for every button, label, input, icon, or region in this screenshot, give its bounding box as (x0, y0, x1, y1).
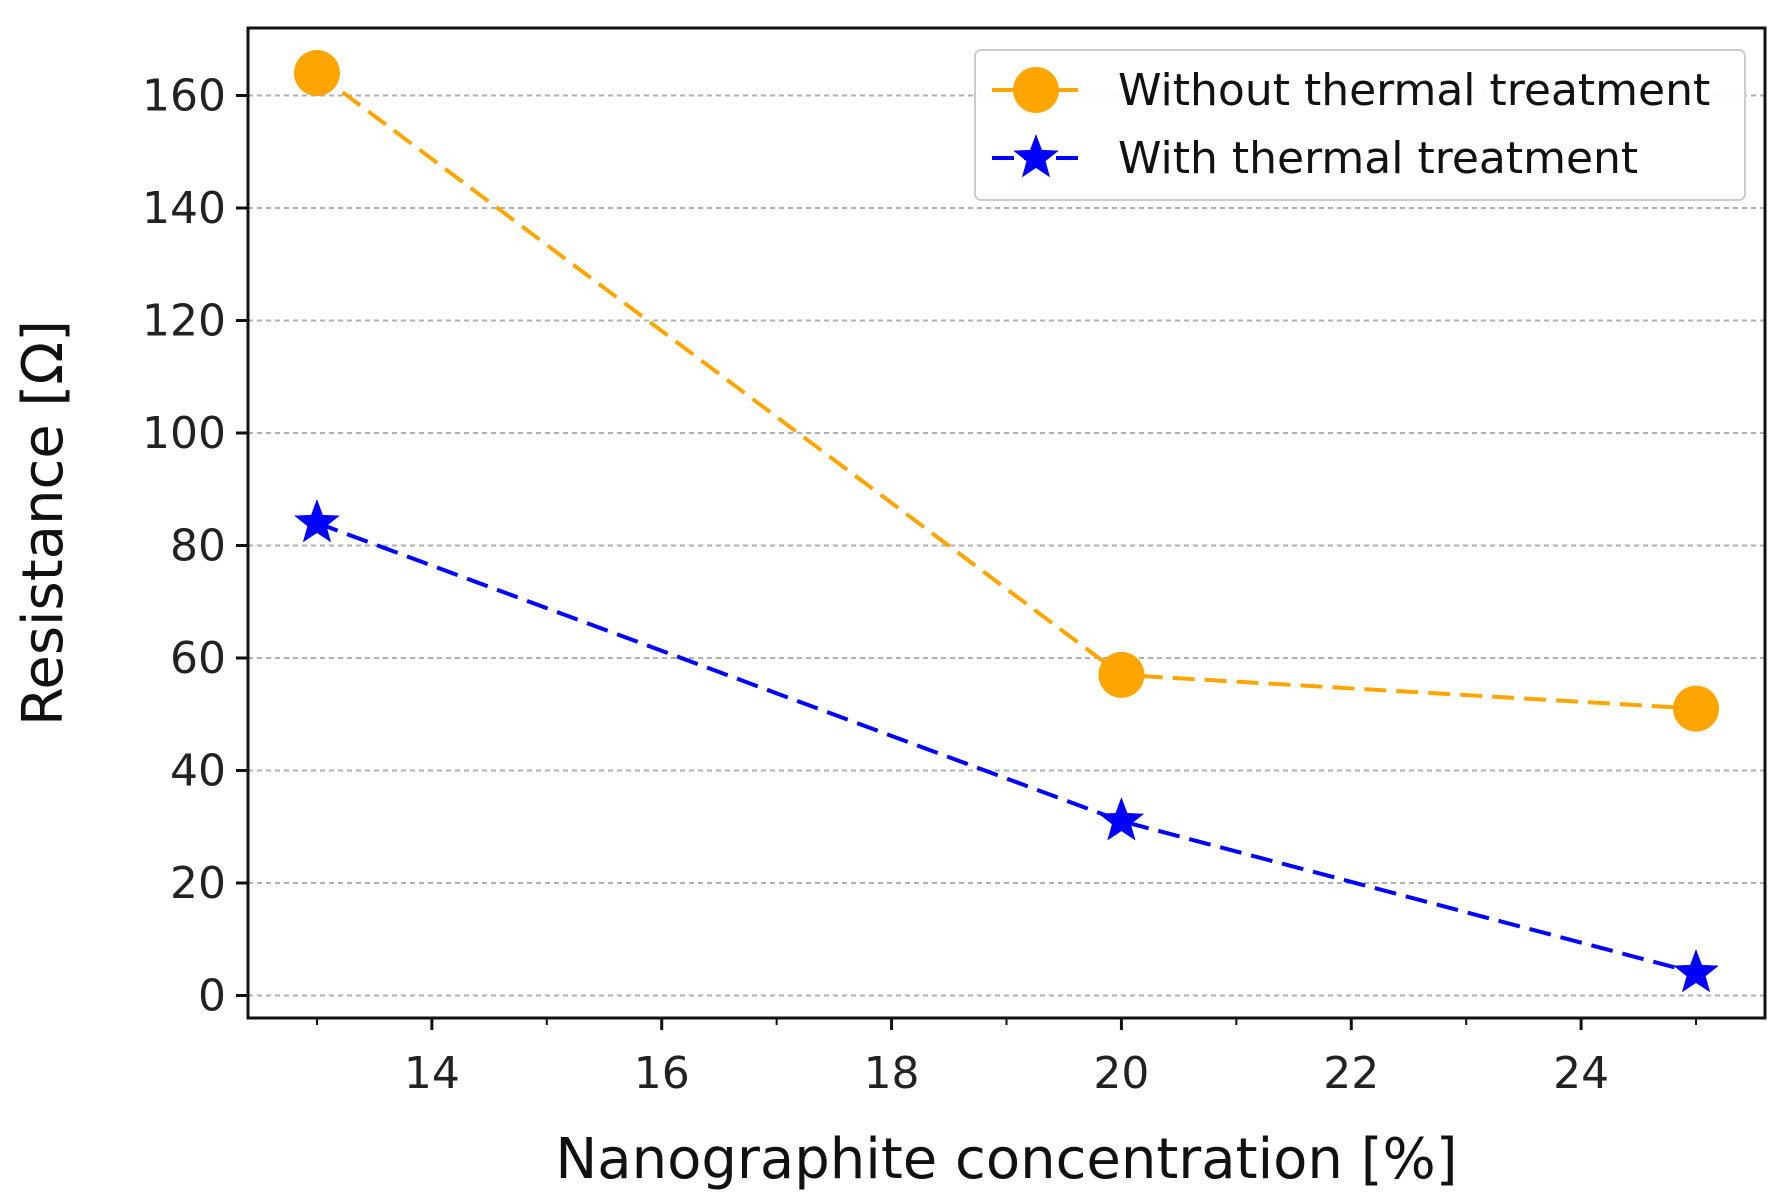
x-tick-label: 20 (1093, 1048, 1149, 1099)
data-point (1098, 651, 1145, 698)
y-tick-label: 160 (142, 71, 226, 122)
legend: Without thermal treatment With thermal tr… (974, 49, 1746, 201)
x-tick-label: 14 (404, 1048, 460, 1099)
x-tick-label: 18 (864, 1048, 920, 1099)
data-point (293, 50, 340, 96)
legend-marker (1013, 134, 1059, 178)
y-tick-label: 140 (142, 183, 226, 234)
grid-lines (248, 94, 1765, 997)
y-tick-label: 40 (170, 746, 226, 797)
y-axis-title: Resistance [Ω] (11, 320, 76, 726)
legend-box (974, 49, 1746, 201)
data-point (1673, 949, 1719, 993)
y-tick-label: 120 (142, 296, 226, 347)
legend-entry-1: With thermal treatment (992, 133, 1638, 184)
data-point (294, 499, 340, 543)
y-tick-label: 60 (170, 633, 226, 684)
y-tick-label: 80 (170, 521, 226, 572)
series-1 (294, 499, 1719, 993)
y-tick-label: 0 (198, 971, 226, 1022)
axis-ticks: 0 20 40 60 80 100 120 140 160 14 16 18 20 22 24 (142, 71, 1698, 1099)
x-tick-label: 16 (634, 1048, 690, 1099)
legend-label: With thermal treatment (1118, 133, 1638, 184)
x-tick-label: 22 (1323, 1048, 1379, 1099)
legend-marker (1013, 67, 1059, 113)
data-point (1098, 797, 1145, 841)
x-tick-label: 24 (1553, 1048, 1609, 1099)
series-layer (293, 50, 1720, 993)
legend-label: Without thermal treatment (1118, 65, 1710, 116)
y-tick-label: 100 (142, 408, 226, 459)
data-point (1673, 685, 1720, 732)
legend-entry-0: Without thermal treatment (992, 65, 1710, 116)
x-axis-title: Nanographite concentration [%] (555, 1127, 1457, 1192)
y-tick-label: 20 (170, 858, 226, 909)
series-0 (293, 50, 1720, 732)
series-line (316, 521, 1697, 975)
